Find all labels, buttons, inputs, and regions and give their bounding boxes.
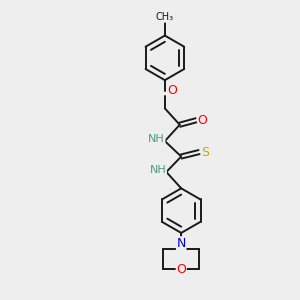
Text: NH: NH xyxy=(148,134,165,144)
Text: O: O xyxy=(167,84,177,97)
Text: S: S xyxy=(202,146,210,159)
Text: O: O xyxy=(198,114,208,127)
Text: N: N xyxy=(176,237,186,250)
Text: O: O xyxy=(176,263,186,276)
Text: NH: NH xyxy=(150,165,166,175)
Text: CH₃: CH₃ xyxy=(156,12,174,22)
